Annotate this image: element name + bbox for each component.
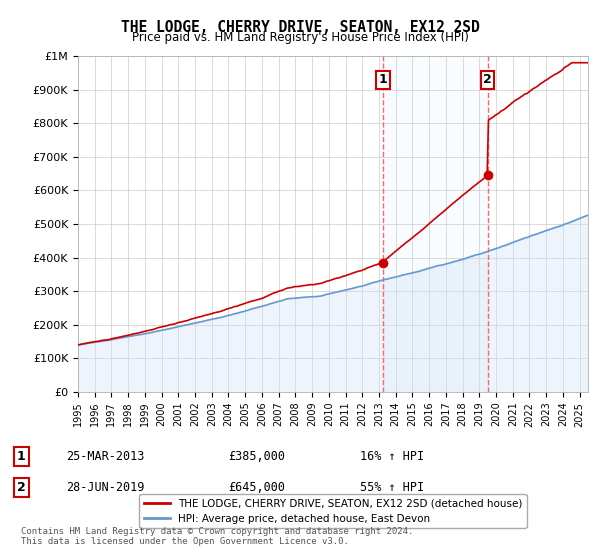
Legend: THE LODGE, CHERRY DRIVE, SEATON, EX12 2SD (detached house), HPI: Average price, : THE LODGE, CHERRY DRIVE, SEATON, EX12 2S… — [139, 494, 527, 528]
Text: £645,000: £645,000 — [228, 480, 285, 494]
Text: Contains HM Land Registry data © Crown copyright and database right 2024.
This d: Contains HM Land Registry data © Crown c… — [21, 526, 413, 546]
Text: 55% ↑ HPI: 55% ↑ HPI — [360, 480, 424, 494]
Text: 28-JUN-2019: 28-JUN-2019 — [66, 480, 145, 494]
Text: 2: 2 — [483, 73, 492, 86]
Text: 25-MAR-2013: 25-MAR-2013 — [66, 450, 145, 463]
Text: 1: 1 — [17, 450, 25, 463]
Text: 1: 1 — [379, 73, 387, 86]
Text: THE LODGE, CHERRY DRIVE, SEATON, EX12 2SD: THE LODGE, CHERRY DRIVE, SEATON, EX12 2S… — [121, 20, 479, 35]
Text: 16% ↑ HPI: 16% ↑ HPI — [360, 450, 424, 463]
Bar — [383, 56, 488, 392]
Text: Price paid vs. HM Land Registry's House Price Index (HPI): Price paid vs. HM Land Registry's House … — [131, 31, 469, 44]
Text: £385,000: £385,000 — [228, 450, 285, 463]
Text: 2: 2 — [17, 480, 25, 494]
